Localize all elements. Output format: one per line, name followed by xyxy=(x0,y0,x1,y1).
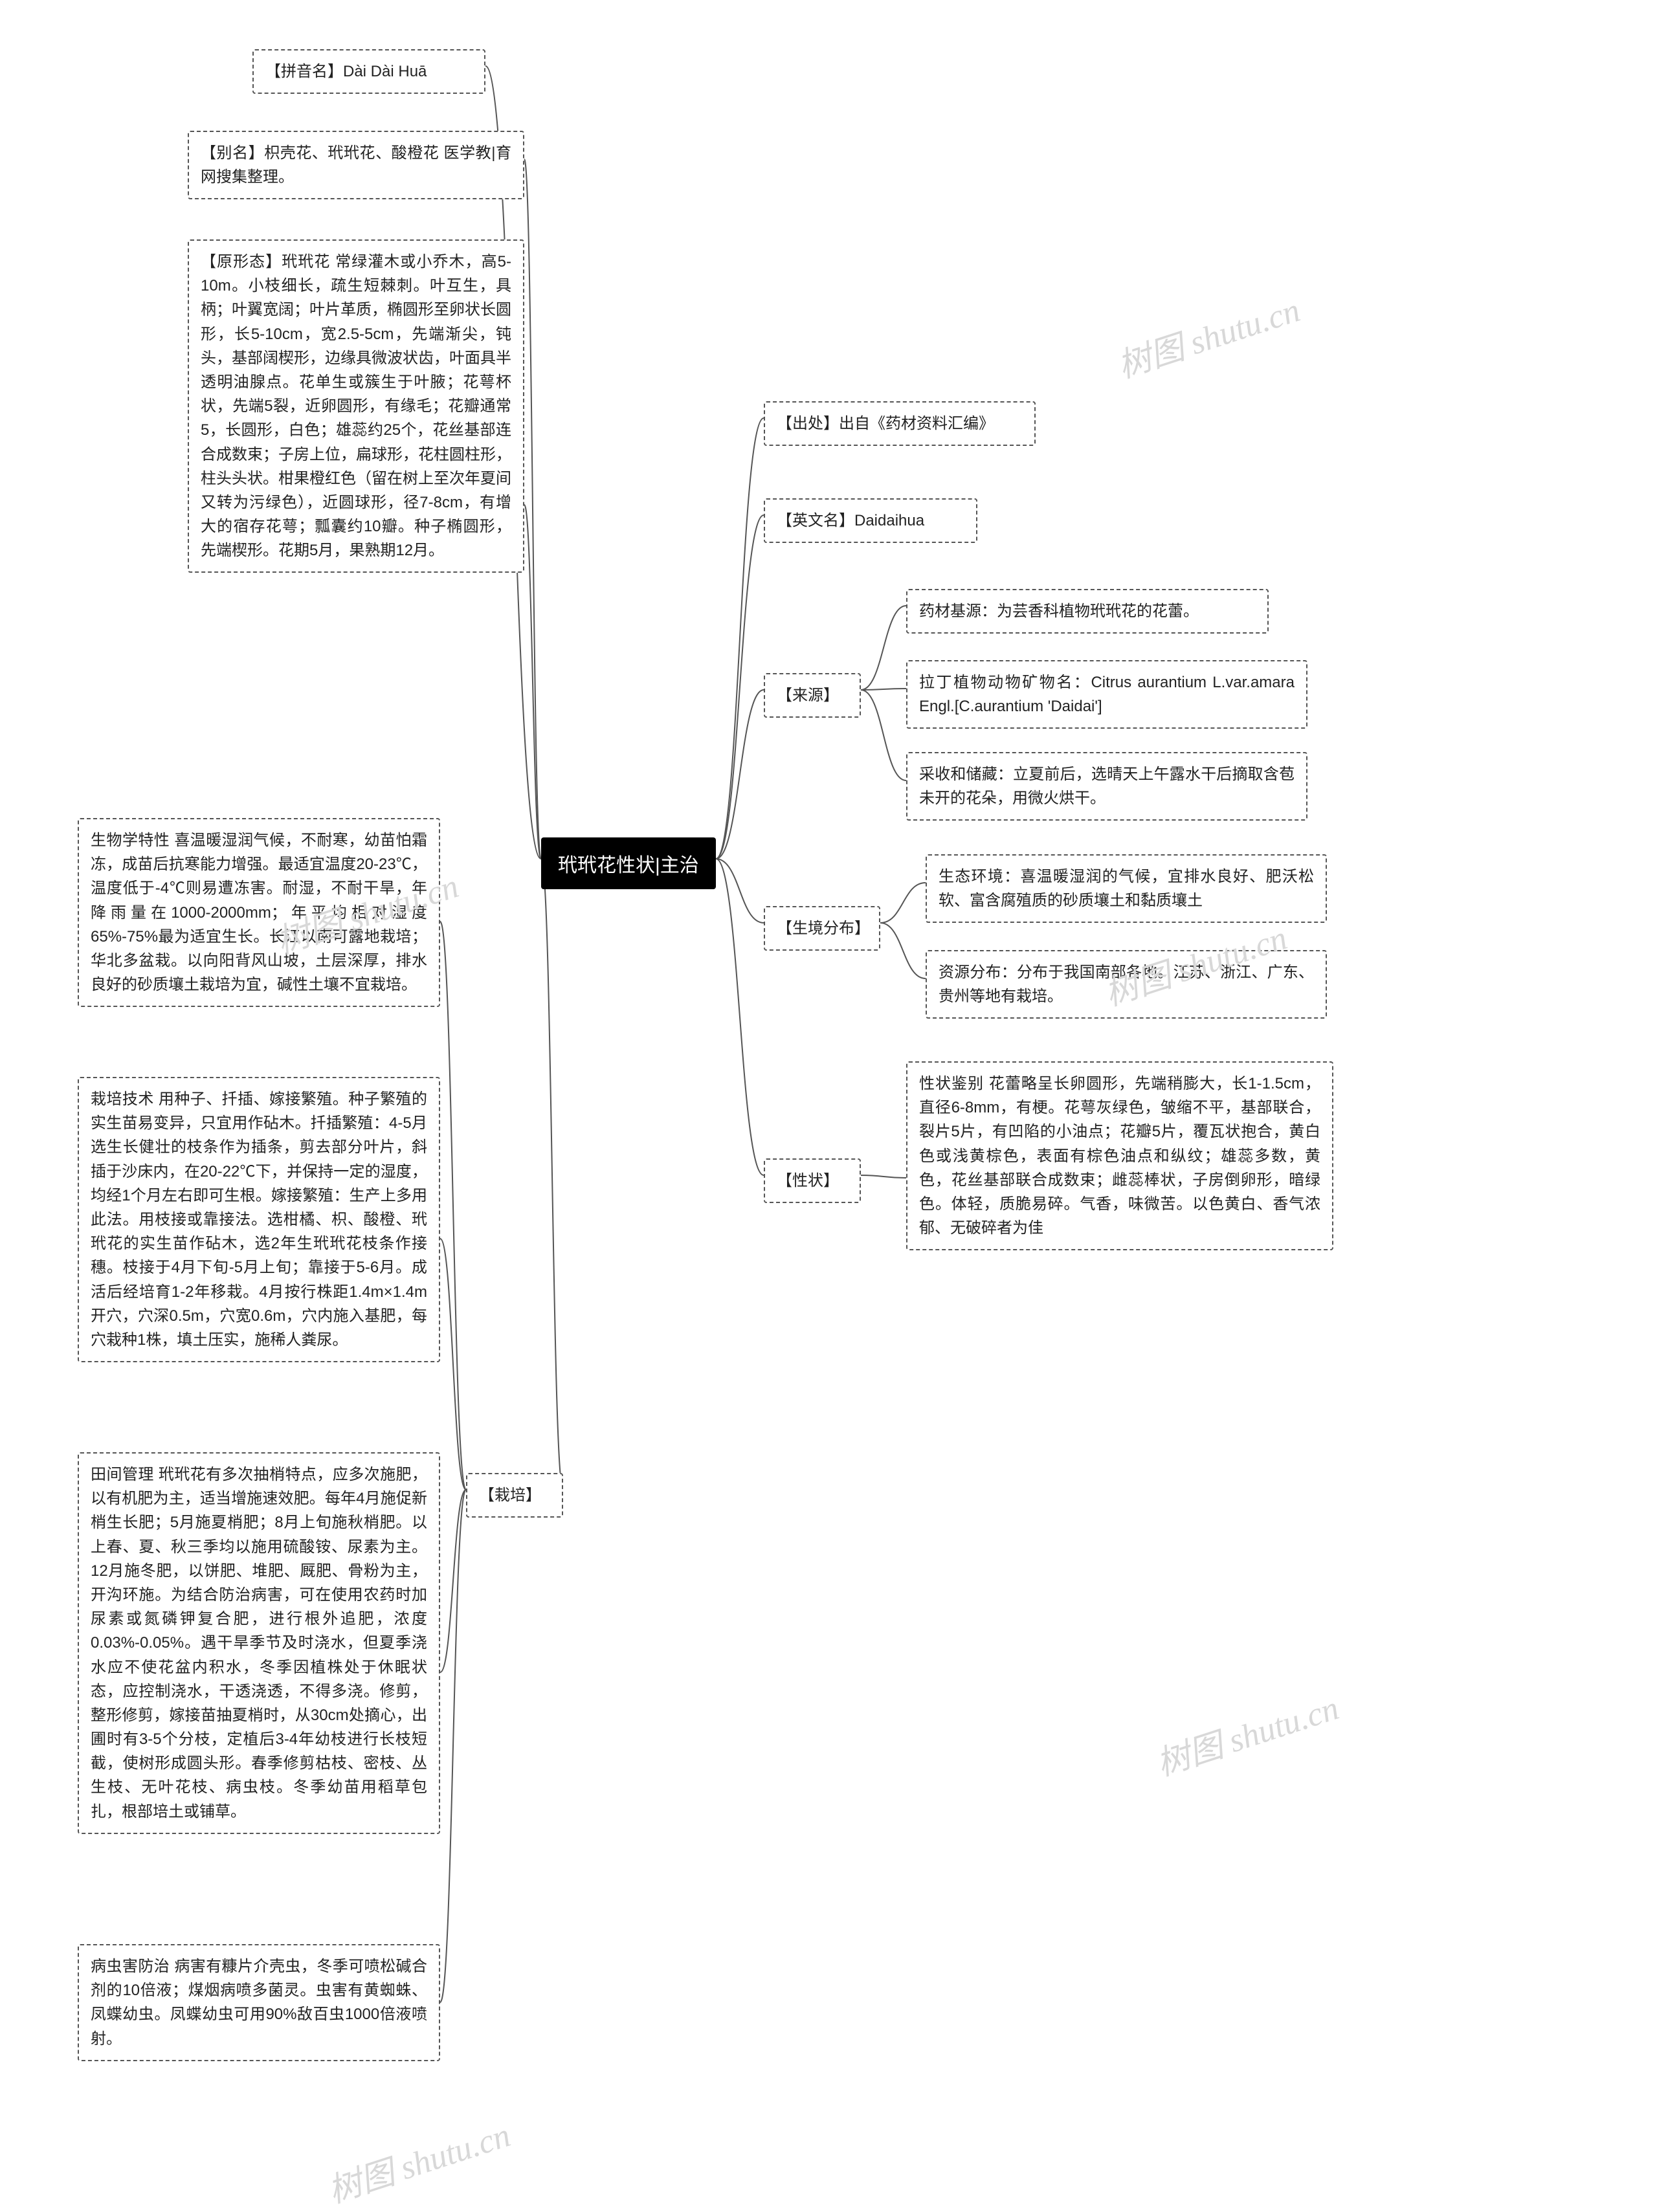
node-source-item-0: 药材基源：为芸香科植物玳玳花的花蕾。 xyxy=(906,589,1269,634)
node-traits-label: 【性状】 xyxy=(764,1158,861,1203)
node-habitat-label: 【生境分布】 xyxy=(764,906,880,951)
node-english: 【英文名】Daidaihua xyxy=(764,498,977,543)
node-pinyin: 【拼音名】Dài Dài Huā xyxy=(252,49,485,94)
node-origin: 【出处】出自《药材资料汇编》 xyxy=(764,401,1036,446)
node-traits-content: 性状鉴别 花蕾略呈长卵圆形，先端稍膨大，长1-1.5cm，直径6-8mm，有梗。… xyxy=(906,1061,1333,1250)
watermark: 树图 shutu.cn xyxy=(1111,283,1306,387)
node-source-item-1: 拉丁植物动物矿物名：Citrus aurantium L.var.amara E… xyxy=(906,660,1307,729)
node-habitat-item-0: 生态环境：喜温暖湿润的气候，宜排水良好、肥沃松软、富含腐殖质的砂质壤土和黏质壤土 xyxy=(926,854,1327,923)
node-cult-technique: 栽培技术 用种子、扦插、嫁接繁殖。种子繁殖的实生苗易变异，只宜用作砧木。扦插繁殖… xyxy=(78,1077,440,1362)
node-source-item-2: 采收和储藏：立夏前后，选晴天上午露水干后摘取含苞未开的花朵，用微火烘干。 xyxy=(906,752,1307,821)
center-label: 玳玳花性状|主治 xyxy=(558,855,699,876)
node-cult-pest: 病虫害防治 病害有糠片介壳虫，冬季可喷松碱合剂的10倍液；煤烟病喷多菌灵。虫害有… xyxy=(78,1944,440,2061)
node-alias: 【别名】枳壳花、玳玳花、酸橙花 医学教|育网搜集整理。 xyxy=(188,131,524,199)
node-source-label: 【来源】 xyxy=(764,673,861,718)
center-node: 玳玳花性状|主治 xyxy=(541,837,716,889)
node-cult-biology: 生物学特性 喜温暖湿润气候，不耐寒，幼苗怕霜冻，成苗后抗寒能力增强。最适宜温度2… xyxy=(78,818,440,1007)
node-habitat-item-1: 资源分布：分布于我国南部各地。江苏、浙江、广东、贵州等地有栽培。 xyxy=(926,950,1327,1019)
node-cultivation-label: 【栽培】 xyxy=(466,1473,563,1518)
node-morphology: 【原形态】玳玳花 常绿灌木或小乔木，高5-10m。小枝细长，疏生短棘刺。叶互生，… xyxy=(188,239,524,573)
watermark: 树图 shutu.cn xyxy=(321,2108,516,2212)
watermark: 树图 shutu.cn xyxy=(1150,1681,1344,1785)
node-cult-field: 田间管理 玳玳花有多次抽梢特点，应多次施肥，以有机肥为主，适当增施速效肥。每年4… xyxy=(78,1452,440,1834)
